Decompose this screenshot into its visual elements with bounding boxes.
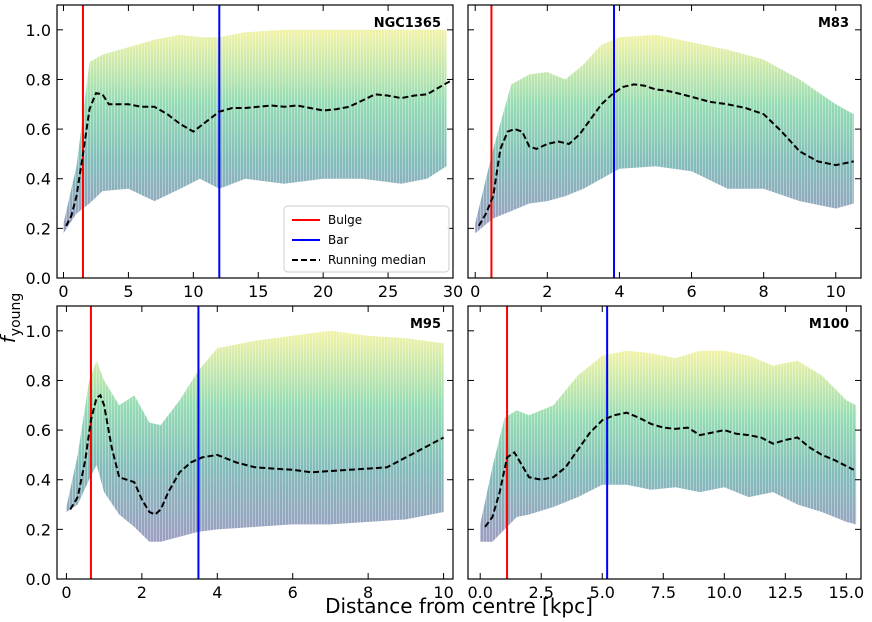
x-tick-label: 0 [470, 282, 480, 301]
legend-running-median-label: Running median [328, 253, 426, 267]
axes-frame [467, 305, 862, 580]
x-tick-label: 10 [433, 583, 453, 602]
legend: Bulge Bar Running median [283, 205, 450, 273]
scatter-cloud-texture [66, 330, 444, 542]
legend-bulge-label: Bulge [328, 213, 362, 227]
x-tick-label: 8 [759, 282, 769, 301]
panel-title: M95 [410, 317, 441, 332]
running-median-line [65, 78, 453, 227]
x-tick-label: 30 [443, 282, 463, 301]
y-tick-label: 1.0 [26, 322, 51, 341]
scatter-cloud-texture [475, 34, 854, 234]
y-tick-label: 0.6 [26, 120, 51, 139]
running-median-line [477, 83, 855, 227]
x-tick-label: 2.5 [529, 583, 554, 602]
x-tick-label: 10.0 [706, 583, 742, 602]
scatter-cloud-texture [480, 350, 857, 542]
x-tick-label: 7.5 [651, 583, 676, 602]
y-axis-title-main: f [0, 333, 20, 343]
y-tick-label: 0.0 [26, 570, 51, 589]
y-tick-label: 0.4 [26, 471, 51, 490]
x-tick-label: 0 [61, 583, 71, 602]
x-tick-label: 0.0 [467, 583, 492, 602]
x-tick-label: 5 [123, 282, 133, 301]
x-axis-title: Distance from centre [kpc] [325, 594, 593, 618]
y-tick-label: 0.0 [26, 269, 51, 288]
panel-title: M83 [818, 16, 849, 31]
y-tick-label: 0.8 [26, 70, 51, 89]
y-tick-label: 1.0 [26, 21, 51, 40]
axes-frame [56, 305, 454, 580]
panel-m100: 0.0 2.5 5.0 7.5 10.0 12.5 15.0 M100 [467, 305, 865, 602]
axes-frame [56, 4, 454, 279]
y-tick-label: 0.6 [26, 421, 51, 440]
x-tick-label: 10 [826, 282, 846, 301]
panel-title: M100 [809, 317, 849, 332]
x-tick-label: 25 [378, 282, 398, 301]
x-tick-label: 15 [248, 282, 268, 301]
y-tick-label: 0.2 [26, 520, 51, 539]
x-tick-label: 2 [137, 583, 147, 602]
running-median-line [69, 393, 445, 516]
svg-text:fyoung: fyoung [0, 293, 24, 344]
y-tick-label: 0.4 [26, 170, 51, 189]
x-tick-label: 4 [212, 583, 222, 602]
x-tick-label: 6 [686, 282, 696, 301]
panel-m83: 0 2 4 6 8 10 M83 [467, 4, 862, 301]
panel-title: NGC1365 [374, 16, 441, 31]
x-tick-label: 6 [288, 583, 298, 602]
x-tick-label: 5.0 [590, 583, 615, 602]
y-axis-title: fyoung [0, 293, 24, 344]
axes-frame [467, 4, 862, 279]
x-tick-label: 15.0 [829, 583, 865, 602]
y-tick-label: 0.2 [26, 219, 51, 238]
x-tick-label: 10 [183, 282, 203, 301]
x-tick-label: 2 [542, 282, 552, 301]
legend-bar-label: Bar [328, 233, 349, 247]
panel-m95: 0 2 4 6 8 10 0.0 0.2 0.4 0.6 0.8 1.0 M95 [26, 305, 454, 602]
legend-box [283, 205, 450, 273]
x-tick-label: 12.5 [768, 583, 804, 602]
panel-ngc1365: 0 5 10 15 20 25 30 0.0 0.2 0.4 0.6 0.8 1.0 NGC1365 Bul… [26, 4, 463, 301]
y-tick-label: 0.8 [26, 371, 51, 390]
x-tick-label: 4 [614, 282, 624, 301]
x-tick-label: 0 [58, 282, 68, 301]
x-tick-label: 8 [363, 583, 373, 602]
scatter-cloud-texture [63, 29, 447, 234]
x-tick-label: 20 [313, 282, 333, 301]
running-median-line [484, 411, 855, 528]
y-axis-title-sub: young [8, 293, 24, 336]
